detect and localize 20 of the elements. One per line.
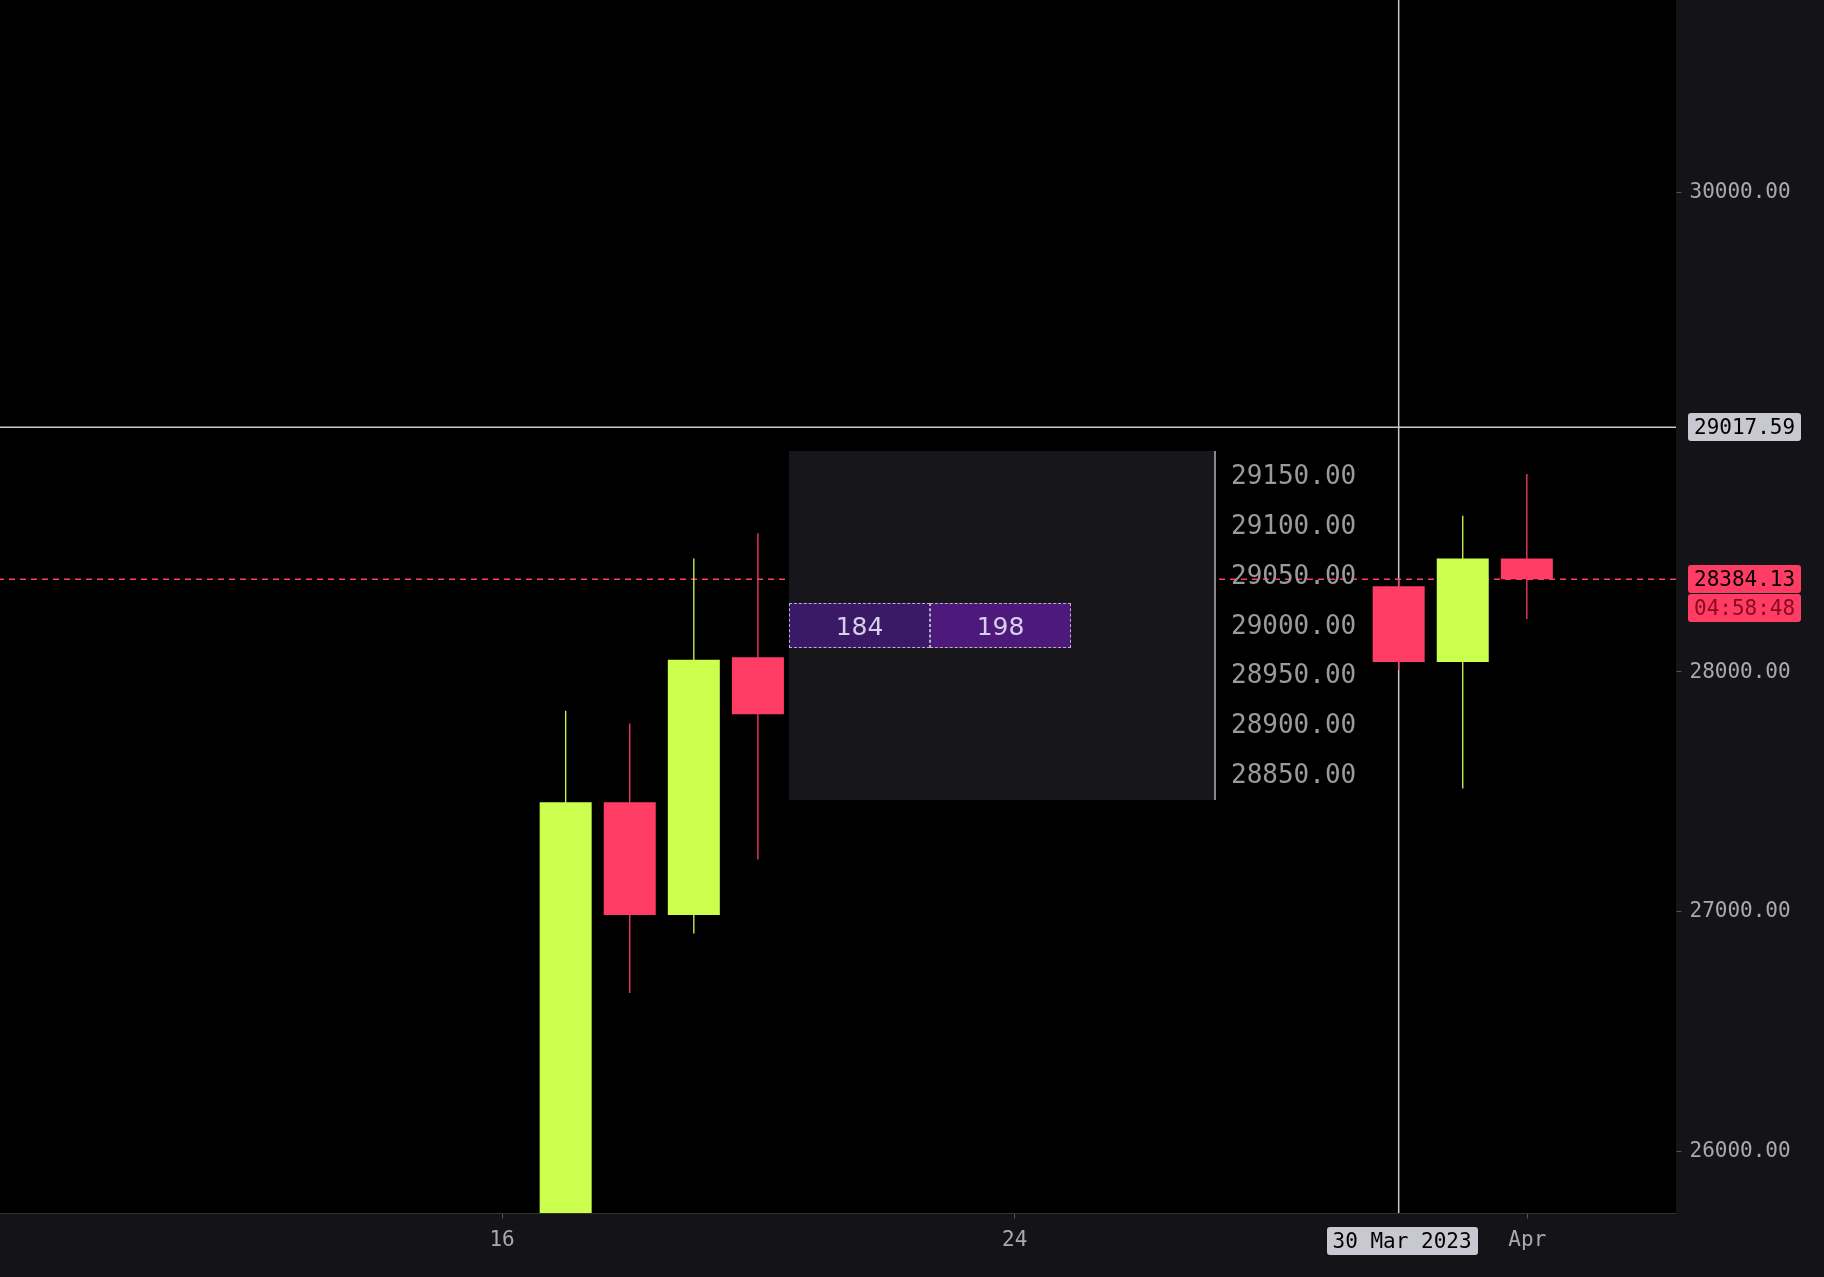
annotation: 28900.00 [1231, 708, 1357, 742]
ref-line-label: 30 Mar 2023 [1326, 1227, 1478, 1255]
y-tick-label: 30000.00 [1689, 179, 1791, 204]
y-tick-label: 28000.00 [1689, 658, 1791, 683]
ref-line-label: 28384.13 [1688, 565, 1802, 594]
annotation: 198 [930, 602, 1071, 649]
annotation: 28850.00 [1231, 758, 1357, 792]
x-tick-label: 24 [1002, 1226, 1028, 1251]
annotation: 184 [789, 602, 930, 649]
x-tick-label: 16 [489, 1226, 515, 1251]
y-tick-label: 27000.00 [1689, 898, 1791, 923]
annotation: 29000.00 [1231, 608, 1357, 642]
annotation: 29050.00 [1231, 558, 1357, 592]
x-tick-label: Apr [1508, 1226, 1547, 1251]
text: 04:58:48 [1688, 594, 1802, 623]
annotation: 28950.00 [1231, 658, 1357, 692]
ref-line-label: 29017.59 [1688, 413, 1802, 442]
y-tick-label: 26000.00 [1689, 1138, 1791, 1163]
annotation: 29100.00 [1231, 508, 1357, 542]
annotation: 29150.00 [1231, 459, 1357, 492]
